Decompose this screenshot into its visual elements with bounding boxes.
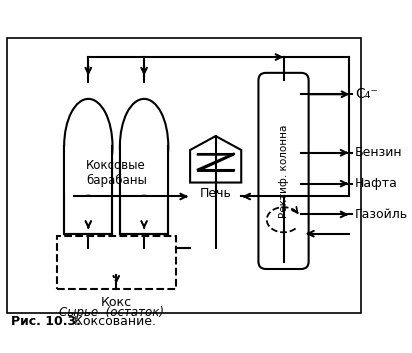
Text: Бензин: Бензин [355, 146, 403, 159]
Text: Сырье  (остаток): Сырье (остаток) [59, 306, 164, 319]
Text: Кокс: Кокс [101, 296, 132, 309]
Text: Нафта: Нафта [355, 177, 398, 190]
FancyBboxPatch shape [258, 73, 309, 269]
Bar [63, 146, 113, 194]
Ellipse shape [64, 99, 112, 193]
Text: Коксование.: Коксование. [70, 316, 156, 329]
Polygon shape [190, 136, 241, 183]
Text: Рис. 10.3.: Рис. 10.3. [11, 316, 81, 329]
Ellipse shape [120, 99, 168, 193]
Bar [64, 146, 112, 234]
Bar [120, 146, 168, 234]
Text: С₄⁻: С₄⁻ [355, 87, 378, 101]
Text: Ректиф. колонна: Ректиф. колонна [279, 124, 288, 217]
Text: Коксовые
барабаны: Коксовые барабаны [86, 159, 147, 187]
Text: Газойль: Газойль [355, 208, 408, 221]
Bar [119, 146, 169, 194]
Text: Печь: Печь [200, 187, 232, 200]
Bar [57, 235, 176, 289]
